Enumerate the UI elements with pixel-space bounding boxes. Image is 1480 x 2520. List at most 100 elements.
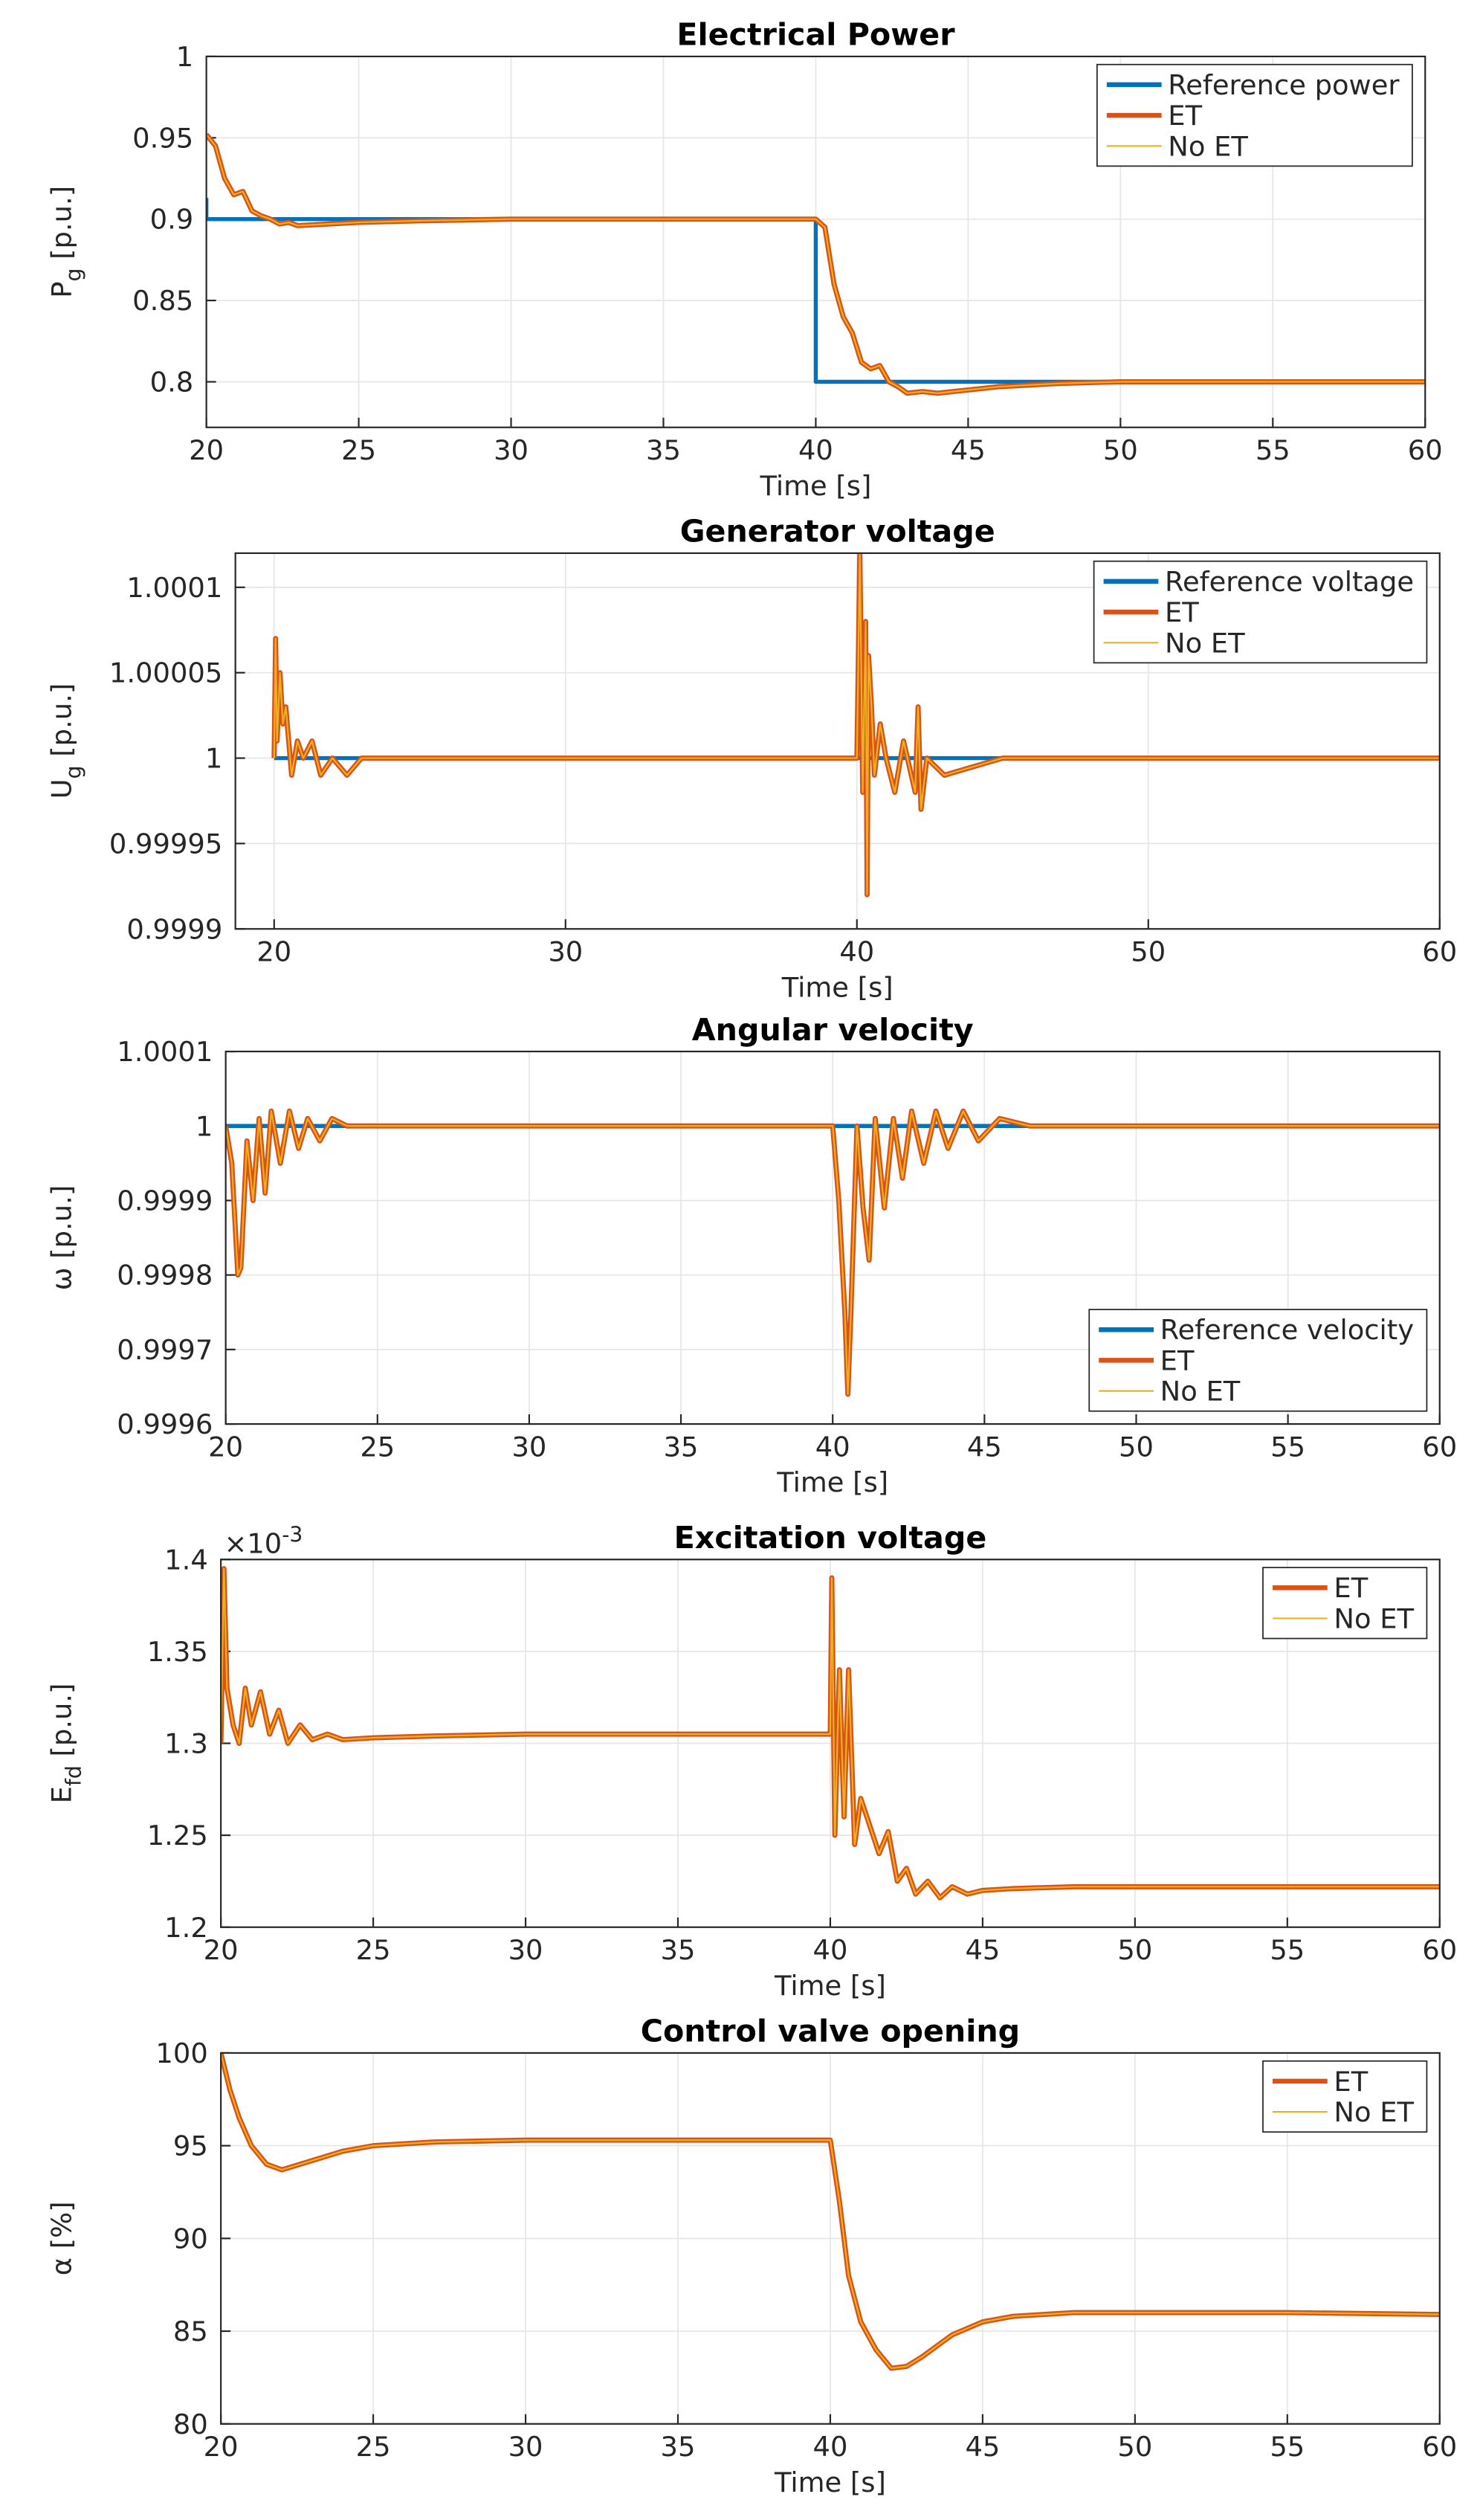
x-tick-label: 20 [204,1934,239,1966]
legend-label: No ET [1160,1376,1241,1408]
chart-title: Angular velocity [692,1012,974,1048]
data-line [221,1567,1440,1899]
y-tick-label: 80 [173,2408,208,2440]
chart-title: Generator voltage [680,514,995,550]
y-tick-label: 0.9999 [126,913,222,945]
legend-label: ET [1334,1572,1368,1604]
axes-box [224,1050,1441,1425]
y-axis-label-part: P [45,281,77,297]
x-tick-label: 30 [511,1431,546,1463]
x-axis-label: Time [s] [774,1970,886,2002]
legend-label: Reference power [1168,69,1400,101]
y-tick-label: 1.00005 [109,657,222,689]
x-tick-label: 40 [813,2431,848,2463]
y-tick-label: 0.99995 [109,828,222,860]
y-tick-label: 0.8 [150,366,194,398]
y-tick-label: 1.4 [164,1544,208,1576]
y-axis-label-part: g [61,268,85,282]
y-tick-label: 1 [195,1110,213,1142]
x-tick-label: 35 [661,1934,696,1966]
x-tick-label: 35 [646,434,681,466]
y-axis-label-part: [p.u.] [45,1683,77,1766]
axes-box [234,552,1441,930]
y-tick-label: 1.25 [147,1820,208,1852]
chart: 20 25 30 35 40 45 50 55 60 0.9996 0.9997 0.9998 0.99… [45,1012,1457,1498]
y-axis-label-part: ω [p.u.] [45,1185,77,1291]
x-tick-label: 30 [548,936,583,968]
y-axis-label: α [%] [45,2201,77,2275]
y-tick-label: 1.35 [147,1636,208,1668]
y-tick-label: 100 [155,2037,207,2069]
x-tick-label: 40 [813,1934,848,1966]
x-tick-label: 60 [1422,1431,1457,1463]
y-tick-label: 1.0001 [126,572,222,604]
x-tick-label: 25 [360,1431,395,1463]
x-tick-label: 45 [967,1431,1002,1463]
x-tick-label: 30 [494,434,529,466]
x-axis-label: Time [s] [781,971,894,1003]
y-tick-label: 90 [173,2223,208,2255]
chart-title: Electrical Power [676,17,955,53]
x-tick-label: 60 [1422,936,1457,968]
x-tick-label: 25 [341,434,376,466]
x-tick-label: 20 [189,434,224,466]
x-tick-label: 60 [1408,434,1443,466]
y-tick-label: 0.9 [150,204,194,236]
data-line [273,552,1440,896]
x-tick-label: 30 [508,2431,543,2463]
x-tick-label: 50 [1103,434,1138,466]
x-tick-label: 45 [965,1934,1000,1966]
y-tick-label: 0.9996 [117,1408,213,1440]
x-tick-label: 50 [1119,1431,1154,1463]
y-tick-label: 1.3 [164,1728,208,1760]
exponent-power: -3 [282,1522,303,1547]
y-tick-label: 1 [205,743,222,775]
x-axis-label: Time [s] [774,2466,886,2498]
y-axis-label-part: [p.u.] [45,186,77,268]
x-tick-label: 45 [951,434,986,466]
legend-label: No ET [1334,1602,1414,1634]
data-line [225,1110,1440,1396]
legend-label: ET [1160,1344,1195,1376]
x-axis-label: Time [s] [759,470,871,502]
y-tick-label: 1 [176,41,193,73]
y-axis-label-part: g [61,765,85,779]
y-tick-label: 0.95 [132,122,193,154]
x-tick-label: 45 [965,2431,1000,2463]
y-axis-label: Efd [p.u.] [45,1683,85,1804]
y-axis-label-part: fd [61,1765,85,1786]
y-tick-label: 85 [173,2316,208,2347]
chart-title: Excitation voltage [674,1520,987,1556]
y-tick-label: 0.9997 [117,1334,213,1366]
axes-box [220,2052,1441,2425]
axes-box [220,1559,1441,1928]
x-tick-label: 55 [1270,1431,1305,1463]
legend-label: No ET [1334,2096,1414,2128]
x-tick-label: 20 [204,2431,239,2463]
x-tick-label: 40 [798,434,833,466]
y-tick-label: 1.0001 [117,1036,213,1068]
x-axis-label: Time [s] [776,1466,888,1498]
x-tick-label: 40 [839,936,874,968]
x-tick-label: 50 [1117,1934,1152,1966]
x-tick-label: 20 [208,1431,243,1463]
x-tick-label: 35 [661,2431,696,2463]
axes-box [205,55,1426,428]
legend-label: Reference voltage [1165,566,1414,598]
y-tick-label: 0.9999 [117,1185,213,1217]
y-axis-label: Ug [p.u.] [45,683,85,799]
chart-title: Control valve opening [641,2014,1020,2049]
x-tick-label: 55 [1270,1934,1305,1966]
x-tick-label: 55 [1270,2431,1305,2463]
legend-label: No ET [1168,130,1248,162]
y-tick-label: 95 [173,2130,208,2162]
legend-box [1262,1567,1428,1640]
x-tick-label: 25 [356,1934,391,1966]
